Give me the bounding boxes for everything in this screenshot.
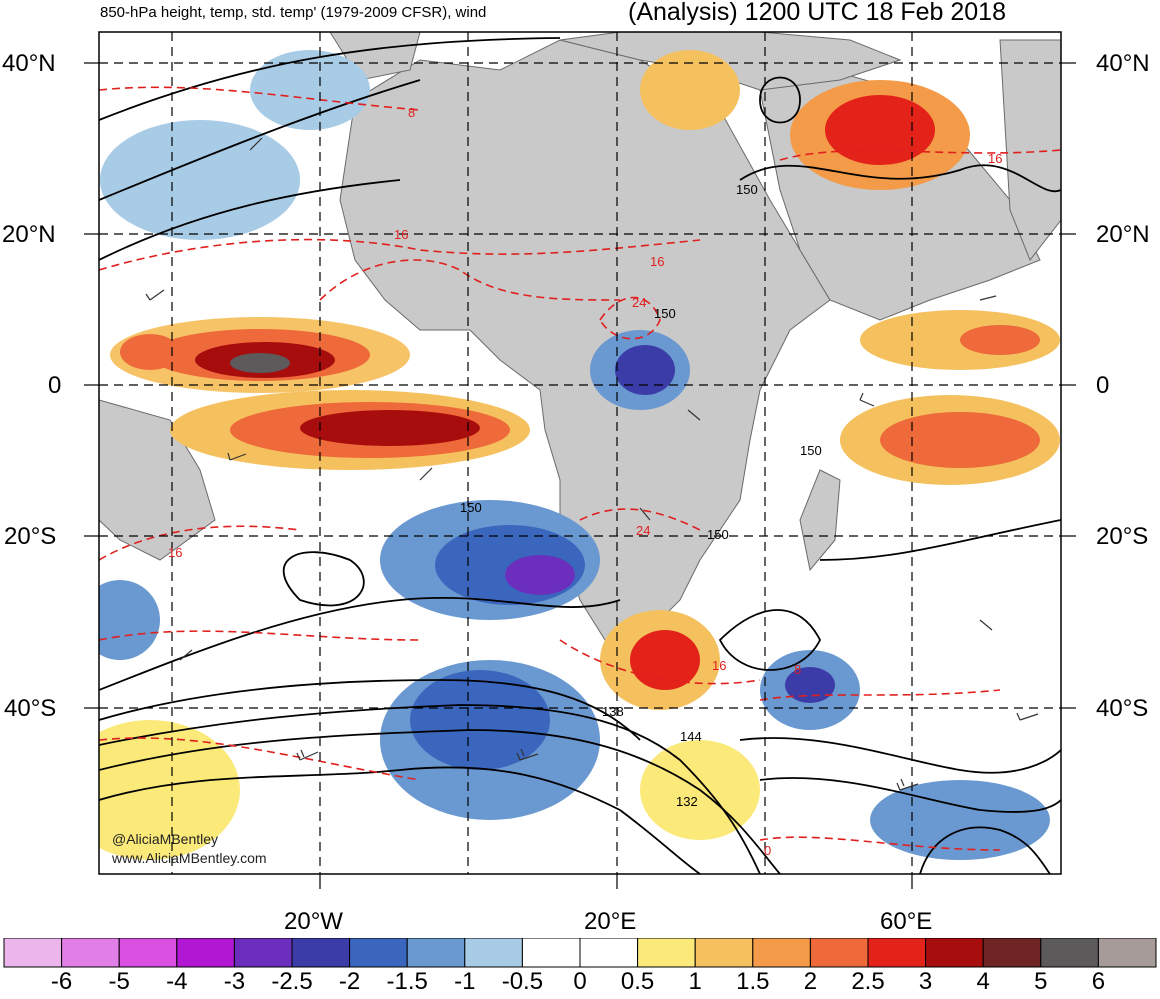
lat-label-left: 20°S — [4, 523, 57, 550]
colorbar-tick-label: 3 — [918, 968, 933, 995]
colorbar-tick-label: -2 — [338, 968, 361, 995]
contour-labels: 150 150 150 150 150 138 144 132 8 16 16 … — [168, 105, 1002, 858]
map-frame — [98, 31, 1062, 875]
product-title: 850-hPa height, temp, std. temp' (1979-2… — [100, 4, 487, 21]
temp-label: 16 — [394, 227, 408, 242]
lon-label: 20°W — [284, 908, 343, 935]
height-label: 150 — [460, 500, 482, 515]
lon-label: 60°E — [880, 908, 933, 935]
colorbar-swatch — [176, 938, 235, 968]
colorbar-swatch — [925, 938, 984, 968]
temp-label: 24 — [632, 295, 646, 310]
colorbar-swatch — [464, 938, 523, 968]
colorbar-swatch — [579, 938, 639, 968]
colorbar-tick-label: -3 — [223, 968, 246, 995]
temp-label: 16 — [168, 545, 182, 560]
colorbar-tick-label: 2.5 — [851, 968, 885, 995]
height-label: 132 — [676, 794, 698, 809]
colorbar-swatch — [694, 938, 754, 968]
lat-label-left: 40°S — [4, 695, 57, 722]
colorbar-swatch — [1040, 938, 1099, 968]
colorbar-swatch — [349, 938, 408, 968]
colorbar-swatch — [867, 938, 927, 968]
colorbar-tick-label: 4 — [976, 968, 990, 995]
height-label: 150 — [707, 527, 729, 542]
colorbar-swatch — [809, 938, 869, 968]
colorbar-tick-label: 5 — [1034, 968, 1048, 995]
lat-label-left: 0 — [48, 372, 62, 399]
temp-label: 16 — [712, 658, 726, 673]
colorbar-tick-label: -1 — [454, 968, 476, 995]
colorbar-swatch — [3, 938, 63, 968]
colorbar-swatch — [752, 938, 811, 968]
lat-label-right: 20°S — [1096, 523, 1149, 550]
height-label: 150 — [800, 443, 822, 458]
lat-label-left: 20°N — [2, 221, 56, 248]
colorbar-swatch — [118, 938, 178, 968]
lat-label-left: 40°N — [2, 50, 56, 77]
colorbar-tick-label: 0.5 — [620, 968, 655, 995]
colorbar-tick-label: -1.5 — [386, 968, 428, 995]
lon-label: 20°E — [584, 908, 637, 935]
colorbar-swatch — [291, 938, 351, 968]
temp-label: 16 — [650, 254, 664, 269]
temp-label: 8 — [794, 662, 801, 677]
anomaly-shading — [99, 50, 1060, 860]
land-masses — [99, 32, 1061, 641]
colorbar-tick-label: 6 — [1091, 968, 1106, 995]
madagascar-land — [799, 469, 841, 572]
colorbar-swatch — [406, 938, 466, 968]
temp-label: 0 — [764, 843, 771, 858]
lat-label-right: 40°S — [1096, 695, 1149, 722]
temperature-contours — [99, 86, 1061, 851]
colorbar-tick-label: -6 — [50, 968, 73, 995]
credit-website: www.AliciaMBentley.com — [112, 850, 267, 866]
wind-barbs — [145, 137, 1039, 791]
colorbar — [3, 938, 1157, 968]
weather-map: 150 150 150 150 150 138 144 132 8 16 16 … — [84, 31, 1076, 889]
colorbar-tick-label: -2.5 — [271, 968, 313, 995]
colorbar-tick-label: 2 — [803, 968, 818, 995]
valid-time-title: (Analysis) 1200 UTC 18 Feb 2018 — [628, 0, 1006, 26]
height-label: 150 — [736, 182, 758, 197]
colorbar-tick-label: 0 — [573, 968, 587, 995]
temp-label: 24 — [636, 523, 650, 538]
height-contours — [99, 37, 1061, 874]
colorbar-tick-label: 1.5 — [736, 968, 770, 995]
lat-label-right: 40°N — [1096, 50, 1150, 77]
colorbar-tick-label: -0.5 — [501, 968, 544, 995]
temp-label: 8 — [408, 105, 415, 120]
india-land — [999, 39, 1061, 261]
colorbar-swatch — [521, 938, 581, 968]
graticule — [99, 32, 1061, 874]
colorbar-tick-label: 1 — [688, 968, 702, 995]
colorbar-swatch — [982, 938, 1042, 968]
colorbar-tick-label: -4 — [166, 968, 188, 995]
temp-label: 16 — [988, 151, 1002, 166]
lat-label-right: 0 — [1096, 372, 1110, 399]
lat-label-right: 20°N — [1096, 221, 1150, 248]
colorbar-tick-label: -5 — [108, 968, 130, 995]
colorbar-swatch — [233, 938, 293, 968]
credit-handle: @AliciaMBentley — [112, 831, 219, 847]
colorbar-swatch — [637, 938, 696, 968]
height-label: 144 — [680, 729, 702, 744]
axis-ticks — [84, 62, 1076, 889]
colorbar-swatch — [61, 938, 120, 968]
height-label: 138 — [602, 704, 624, 719]
colorbar-swatch — [1097, 938, 1157, 968]
height-label: 150 — [654, 306, 676, 321]
